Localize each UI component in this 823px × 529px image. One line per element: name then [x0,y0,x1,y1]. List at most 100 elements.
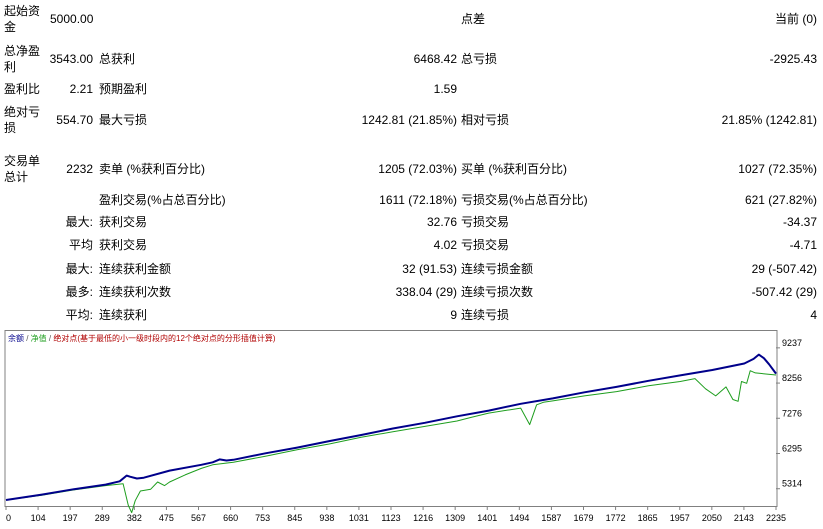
x-tick-label: 2235 [766,513,786,523]
gross-profit-label: 总获利 [99,52,136,66]
x-tick-label: 567 [191,513,206,523]
short-positions-value: 1205 (72.03%) [378,162,457,176]
avg-consec-losses-value: 4 [810,308,817,322]
total-net-profit-label: 总净盈利 [4,44,41,74]
x-tick-label: 0 [6,513,11,523]
x-tick-label: 845 [287,513,302,523]
x-tick-label: 1865 [638,513,658,523]
report-statistics: 起始资金 5000.00 点差 当前 (0) 总净盈利 3543.00 总获利 … [4,4,817,322]
spread-label: 点差 [461,12,486,26]
largest-profit-label: 获利交易 [99,215,148,229]
x-tick-label: 1123 [381,513,400,523]
spread-value: 当前 (0) [774,12,817,26]
profit-trades-label: 盈利交易(%占总百分比) [99,193,226,207]
balance-chart-panel: 5314 6295 7276 8256 9237 0 104 197 289 382 475 567… [4,330,823,526]
largest-loss-value: -34.37 [782,215,817,229]
short-positions-label: 卖单 (%获利百分比) [99,162,205,176]
legend-drawdown: 绝对点(基于最低的小一级时段内的12个绝对点的分形插值计算) [53,333,276,343]
x-tick-label: 1216 [413,513,433,523]
y-tick-label: 9237 [782,338,802,348]
balance-line [5,353,777,501]
x-tick-label: 1494 [509,513,529,523]
x-tick-label: 1587 [541,513,561,523]
profit-trades-value: 1611 (72.18%) [379,193,457,207]
x-tick-label: 104 [31,513,46,523]
expected-payoff-label: 预期盈利 [99,82,148,96]
max-consec-losses-value: 29 (-507.42) [751,262,817,276]
max-consec-prefix: 最大: [65,262,93,276]
average-loss-value: -4.71 [789,238,817,252]
legend-balance: 余额 [8,333,24,343]
relative-drawdown-value: 21.85% (1242.81) [721,113,817,127]
x-tick-label: 1031 [349,513,369,523]
maximal-drawdown-label: 最大亏损 [99,113,148,127]
legend-equity: 净值 [31,333,47,343]
y-tick-label: 5314 [782,479,802,489]
gross-loss-value: -2925.43 [769,52,817,66]
avg-consec-prefix: 平均: [65,308,93,322]
profit-factor-label: 盈利比 [4,82,41,96]
avg-consec-wins-value: 9 [450,308,457,322]
total-trades-value: 2232 [66,162,93,176]
largest-profit-value: 32.76 [426,215,457,229]
x-tick-label: 938 [319,513,334,523]
absolute-drawdown-value: 554.70 [56,113,93,127]
average-profit-label: 获利交易 [99,238,148,252]
x-tick-label: 475 [159,513,174,523]
initial-deposit-value: 5000.00 [50,12,94,26]
y-tick-label: 8256 [782,373,802,383]
expected-payoff-value: 1.59 [433,82,457,96]
x-tick-label: 1401 [477,513,497,523]
avg-consec-losses-label: 连续亏损 [461,308,510,322]
long-positions-value: 1027 (72.35%) [738,162,817,176]
maximal-consec-profit-value: 338.04 (29) [395,285,457,299]
max-consec-wins-label: 连续获利金额 [99,262,172,276]
average-prefix: 平均 [68,238,93,252]
x-tick-label: 1957 [670,513,690,523]
x-tick-label: 289 [95,513,110,523]
relative-drawdown-label: 相对亏损 [461,113,510,127]
gross-loss-label: 总亏损 [461,52,498,66]
gross-profit-value: 6468.42 [413,52,457,66]
x-tick-label: 1309 [445,513,465,523]
loss-trades-value: 621 (27.82%) [744,193,817,207]
y-tick-label: 7276 [782,408,802,418]
maximal-consec-loss-label: 连续亏损次数 [461,285,534,299]
legend-separator: / [24,334,31,343]
largest-prefix: 最大: [65,215,93,229]
maximal-consec-profit-label: 连续获利次数 [99,285,172,299]
maximal-prefix: 最多: [65,285,93,299]
loss-trades-label: 亏损交易(%占总百分比) [461,193,588,207]
avg-consec-wins-label: 连续获利 [99,308,148,322]
legend-separator: / [47,334,54,343]
average-loss-label: 亏损交易 [461,238,510,252]
equity-line [5,370,777,514]
largest-loss-label: 亏损交易 [461,215,510,229]
y-axis-ticks: 5314 6295 7276 8256 9237 [776,338,802,490]
x-tick-label: 2050 [702,513,722,523]
svg-text:余额 / 净值 / 绝对点(基于最低的小一级时段内的12个绝: 余额 / 净值 / 绝对点(基于最低的小一级时段内的12个绝对点的分形插值计算) [8,333,276,343]
max-consec-wins-value: 32 (91.53) [402,262,457,276]
total-trades-label: 交易单总计 [4,154,41,184]
x-tick-label: 753 [255,513,270,523]
total-net-profit-value: 3543.00 [49,52,93,66]
x-tick-label: 382 [127,513,142,523]
initial-deposit-label: 起始资金 [4,4,41,34]
average-profit-value: 4.02 [433,238,457,252]
x-tick-label: 660 [223,513,238,523]
chart-legend: 余额 / 净值 / 绝对点(基于最低的小一级时段内的12个绝对点的分形插值计算) [8,333,276,343]
long-positions-label: 买单 (%获利百分比) [461,162,567,176]
x-tick-label: 2143 [734,513,754,523]
chart-series [5,353,777,514]
maximal-drawdown-value: 1242.81 (21.85%) [361,113,457,127]
x-axis-ticks: 0 104 197 289 382 475 567 660 753 845 938 1031 1123 1… [5,506,786,523]
x-tick-label: 1772 [606,513,626,523]
y-tick-label: 6295 [782,443,802,453]
x-tick-label: 197 [63,513,78,523]
max-consec-losses-label: 连续亏损金额 [461,262,534,276]
balance-equity-chart: 5314 6295 7276 8256 9237 0 104 197 289 382 475 567… [4,330,802,523]
x-tick-label: 1679 [573,513,593,523]
absolute-drawdown-label: 绝对亏损 [4,105,41,135]
profit-factor-value: 2.21 [69,82,93,96]
maximal-consec-loss-value: -507.42 (29) [751,285,817,299]
